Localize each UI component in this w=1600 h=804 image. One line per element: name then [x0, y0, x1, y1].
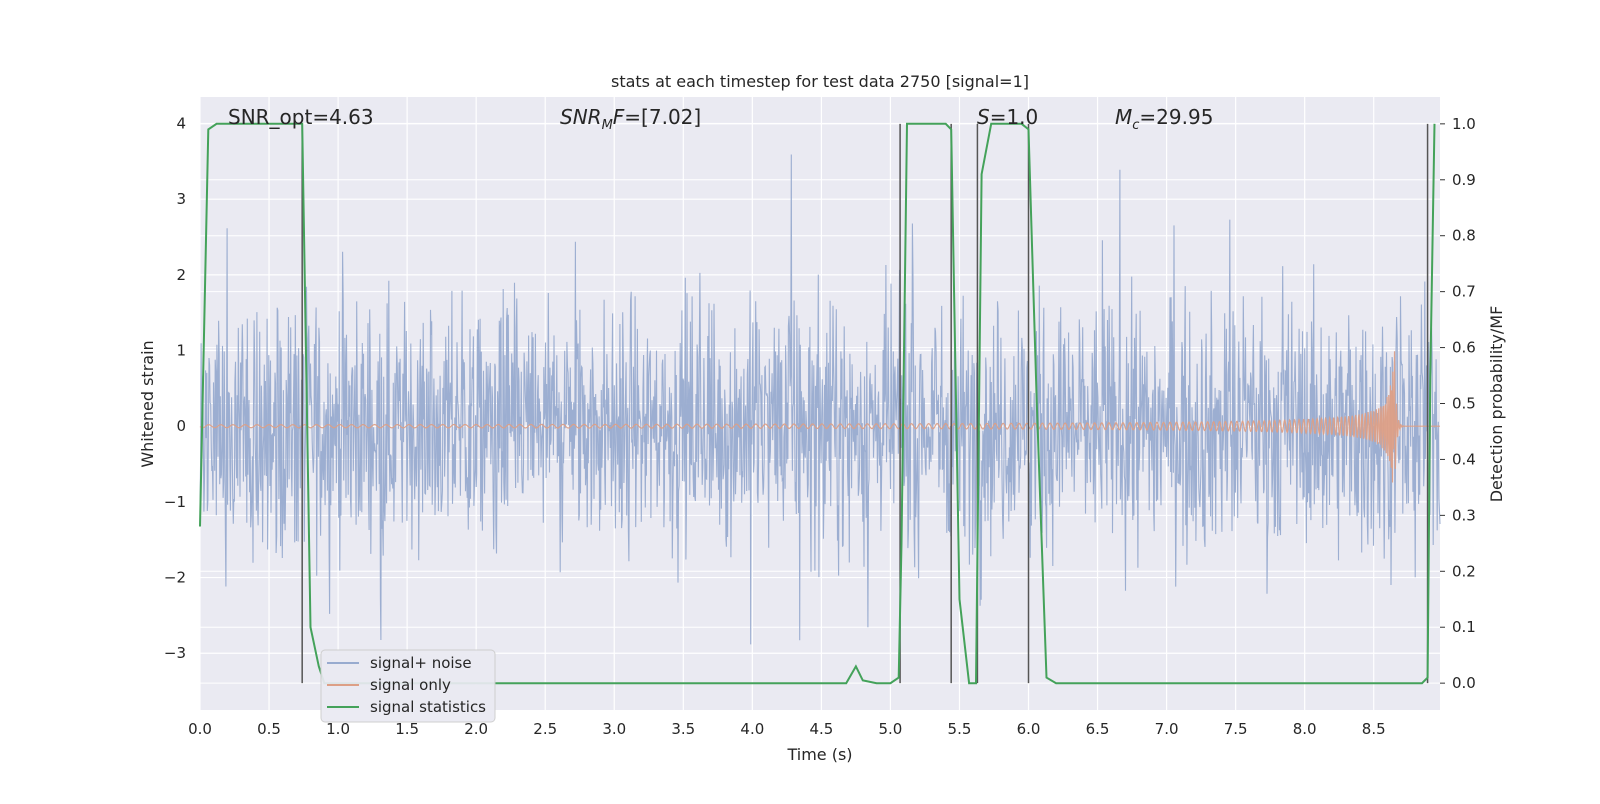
y-left-tick-label: 1 [176, 342, 186, 360]
legend-box [320, 649, 496, 723]
y-axis-label-left: Whitened strain [138, 340, 157, 467]
x-tick-label: 0.5 [257, 720, 281, 738]
y-right-tick-label: 0.8 [1452, 227, 1476, 245]
y-left-tick-label: −2 [164, 569, 186, 587]
x-tick-label: 6.0 [1017, 720, 1041, 738]
annotation-s: S=1.0 [977, 105, 1038, 129]
y-right-tick-label: 0.9 [1452, 171, 1476, 189]
x-tick-label: 5.0 [878, 720, 902, 738]
y-right-tick-label: 0.4 [1452, 450, 1476, 468]
tick-labels: 0.0 0.5 1.0 1.5 2.0 2.5 3.0 3.5 4.0 4.5 5.0 5.5 6.0 6… [164, 114, 1476, 738]
x-tick-label: 4.0 [740, 720, 764, 738]
y-right-tick-label: 0.0 [1452, 674, 1476, 692]
x-tick-label: 8.5 [1362, 720, 1386, 738]
y-left-tick-label: −1 [164, 493, 186, 511]
x-tick-label: 2.0 [464, 720, 488, 738]
signal-only-line [199, 351, 1440, 483]
legend-label-signal-only: signal only [370, 676, 451, 694]
series-signal-noise [199, 154, 1441, 645]
x-tick-label: 4.5 [809, 720, 833, 738]
annotation-mc: Mc=29.95 [1115, 105, 1213, 133]
signal-statistics-line [199, 122, 1436, 685]
legend-label-signal-noise: signal+ noise [370, 654, 472, 672]
x-tick-label: 7.5 [1224, 720, 1248, 738]
y-left-tick-label: −3 [164, 644, 186, 662]
y-left-tick-label: 2 [176, 266, 186, 284]
y-right-tick-label: 0.6 [1452, 339, 1476, 357]
x-tick-label: 1.5 [395, 720, 419, 738]
y-right-tick-label: 1.0 [1452, 115, 1476, 133]
y-right-tick-label: 0.1 [1452, 618, 1476, 636]
signal-noise-line [199, 154, 1441, 645]
y-right-tick-label: 0.3 [1452, 506, 1476, 524]
x-tick-label: 6.5 [1086, 720, 1110, 738]
x-tick-label: 8.0 [1293, 720, 1317, 738]
y-left-tick-label: 4 [176, 114, 186, 132]
y-right-tick-label: 0.5 [1452, 395, 1476, 413]
legend: signal+ noise signal only signal statist… [320, 649, 496, 723]
y-left-tick-label: 0 [176, 417, 186, 435]
x-axis-label: Time (s) [786, 745, 852, 764]
y-left-tick-label: 3 [176, 190, 186, 208]
y-right-tick-label: 0.7 [1452, 283, 1476, 301]
annotation-snr-mf: SNRMF=[7.02] [560, 105, 701, 133]
x-tick-label: 0.0 [188, 720, 212, 738]
x-tick-label: 3.5 [671, 720, 695, 738]
y-axis-label-right: Detection probability/MF [1487, 306, 1506, 503]
series-signal-only [199, 351, 1440, 483]
legend-label-signal-statistics: signal statistics [370, 698, 486, 716]
series-signal-statistics [199, 122, 1436, 685]
x-tick-label: 2.5 [533, 720, 557, 738]
x-tick-label: 7.0 [1155, 720, 1179, 738]
y-right-tick-label: 0.2 [1452, 562, 1476, 580]
annotation-snr-opt: SNR_opt=4.63 [228, 105, 374, 129]
x-tick-label: 5.5 [948, 720, 972, 738]
x-tick-label: 1.0 [326, 720, 350, 738]
chart-title: stats at each timestep for test data 275… [611, 72, 1029, 91]
x-tick-label: 3.0 [602, 720, 626, 738]
